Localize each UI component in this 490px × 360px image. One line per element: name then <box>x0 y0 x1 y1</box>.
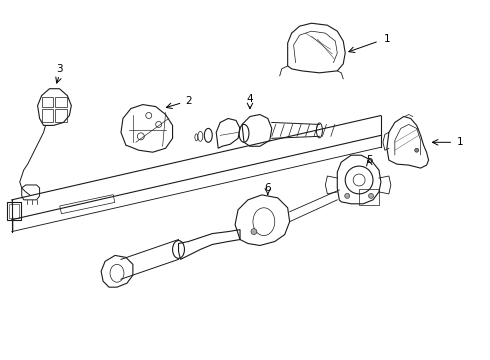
Bar <box>9 204 19 218</box>
Ellipse shape <box>368 193 373 198</box>
Bar <box>55 96 68 107</box>
Text: 1: 1 <box>457 137 464 147</box>
Ellipse shape <box>345 193 350 198</box>
Bar <box>55 109 68 122</box>
Bar <box>60 195 115 214</box>
Ellipse shape <box>251 229 257 235</box>
Bar <box>42 109 53 122</box>
Text: 4: 4 <box>246 94 253 104</box>
Text: 1: 1 <box>384 34 390 44</box>
Bar <box>42 96 53 107</box>
Bar <box>7 202 21 220</box>
Ellipse shape <box>415 148 418 152</box>
Text: 6: 6 <box>265 183 271 193</box>
Bar <box>359 189 379 205</box>
Text: 2: 2 <box>185 96 192 105</box>
Text: 3: 3 <box>56 64 63 74</box>
Text: 5: 5 <box>366 155 372 165</box>
